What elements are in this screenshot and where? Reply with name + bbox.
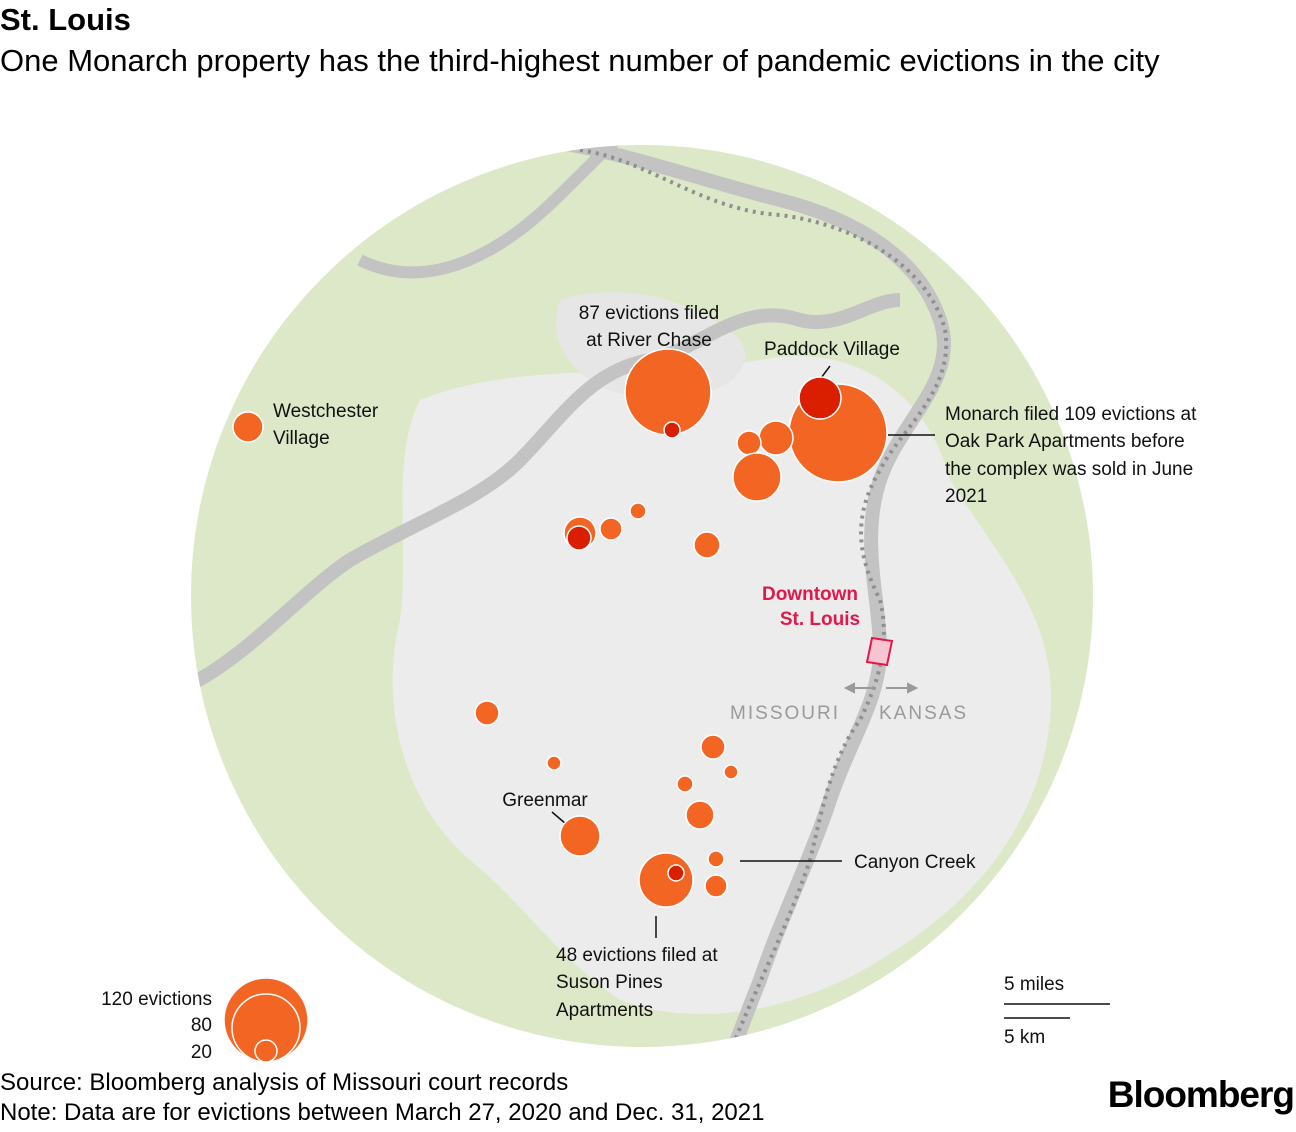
bubble-westchester bbox=[232, 411, 264, 443]
bubble bbox=[693, 531, 721, 559]
scale-bar: 5 miles 5 km bbox=[1004, 974, 1110, 1048]
label-monarch-4: 2021 bbox=[945, 486, 987, 507]
bubble bbox=[599, 517, 623, 541]
label-downtown-1: Downtown bbox=[762, 584, 858, 605]
label-westchester-2: Village bbox=[273, 428, 330, 449]
bubble bbox=[546, 755, 562, 771]
eviction-bubbles bbox=[232, 348, 888, 908]
bubble bbox=[685, 800, 715, 830]
bubble bbox=[704, 874, 728, 898]
label-suson-2: Suson Pines bbox=[556, 972, 663, 993]
legend-label-80: 80 bbox=[191, 1015, 212, 1036]
basemap bbox=[190, 144, 1094, 1048]
label-kansas: KANSAS bbox=[879, 703, 968, 724]
scale-km-label: 5 km bbox=[1004, 1027, 1045, 1048]
bubble-river-chase-small bbox=[663, 421, 681, 439]
note-text: Note: Data are for evictions between Mar… bbox=[0, 1099, 765, 1126]
source-note-block: Source: Bloomberg analysis of Missouri c… bbox=[0, 1068, 764, 1128]
legend-label-20: 20 bbox=[191, 1042, 212, 1063]
label-monarch-3: the complex was sold in June bbox=[945, 459, 1193, 480]
missouri-river bbox=[190, 293, 901, 707]
legend-circle-20 bbox=[254, 1039, 278, 1063]
downtown-box bbox=[865, 636, 894, 667]
bubble-suson-pines-small bbox=[667, 864, 685, 882]
bubble bbox=[629, 502, 647, 520]
bubble-greenmar bbox=[559, 815, 601, 857]
bubble bbox=[676, 775, 694, 793]
chart-title: St. Louis bbox=[0, 2, 131, 37]
label-missouri: MISSOURI bbox=[730, 703, 840, 724]
bubble-paddock-village bbox=[798, 376, 842, 420]
label-suson-1: 48 evictions filed at bbox=[556, 945, 718, 966]
label-westchester-1: Westchester bbox=[273, 401, 379, 422]
label-river-chase-1: 87 evictions filed bbox=[579, 303, 719, 324]
bubble bbox=[736, 430, 762, 456]
state-arrows bbox=[843, 682, 919, 694]
label-monarch-1: Monarch filed 109 evictions at bbox=[945, 404, 1197, 425]
bubble bbox=[732, 452, 782, 502]
source-text: Source: Bloomberg analysis of Missouri c… bbox=[0, 1069, 569, 1096]
label-canyon-creek: Canyon Creek bbox=[854, 852, 976, 873]
bubble bbox=[758, 420, 794, 456]
size-legend: 120 evictions 80 20 bbox=[101, 977, 309, 1063]
label-downtown-2: St. Louis bbox=[780, 609, 860, 630]
bubble bbox=[566, 525, 592, 551]
bloomberg-logo: Bloomberg bbox=[1107, 1074, 1295, 1115]
chart-subtitle: One Monarch property has the third-highe… bbox=[0, 43, 1160, 78]
scale-miles-label: 5 miles bbox=[1004, 974, 1064, 995]
bubble bbox=[723, 764, 739, 780]
bubble-river-chase bbox=[624, 348, 712, 436]
urban-area bbox=[392, 356, 1052, 1015]
label-paddock-village: Paddock Village bbox=[764, 339, 900, 360]
mississippi-river bbox=[539, 144, 952, 1048]
bubble bbox=[707, 850, 725, 868]
legend-label-120: 120 evictions bbox=[101, 989, 212, 1010]
state-border bbox=[579, 148, 949, 1041]
bubble bbox=[700, 734, 726, 760]
label-greenmar: Greenmar bbox=[502, 790, 588, 811]
label-monarch-2: Oak Park Apartments before bbox=[945, 431, 1185, 452]
label-river-chase-2: at River Chase bbox=[586, 330, 712, 351]
label-suson-3: Apartments bbox=[556, 1000, 653, 1021]
bubble bbox=[474, 700, 500, 726]
bubble-suson-pines bbox=[638, 852, 694, 908]
